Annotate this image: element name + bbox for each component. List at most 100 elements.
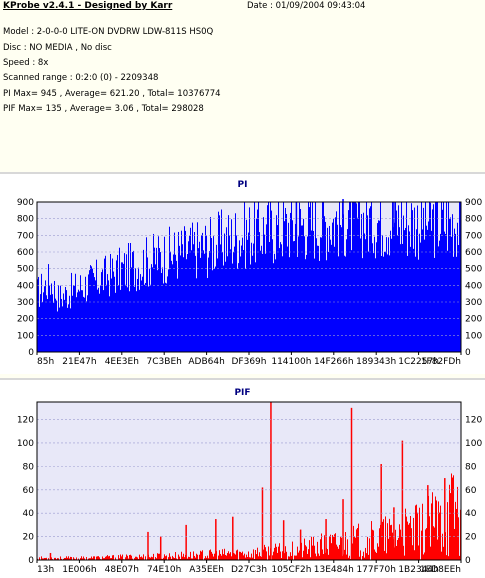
data-bar bbox=[456, 257, 457, 352]
data-bar bbox=[100, 285, 101, 352]
data-bar bbox=[190, 552, 191, 560]
data-bar bbox=[289, 257, 290, 352]
data-bar bbox=[217, 258, 218, 352]
data-bar bbox=[115, 293, 116, 352]
data-bar bbox=[399, 227, 400, 352]
data-bar bbox=[108, 556, 109, 560]
data-bar bbox=[274, 548, 275, 560]
data-bar bbox=[422, 504, 423, 560]
data-bar bbox=[407, 256, 408, 352]
data-bar bbox=[102, 269, 103, 352]
data-bar bbox=[239, 240, 240, 352]
data-bar bbox=[408, 225, 409, 352]
data-bar bbox=[68, 304, 69, 352]
spike-bar bbox=[427, 485, 429, 560]
data-bar bbox=[457, 223, 458, 352]
y-tick-label-left: 100 bbox=[17, 439, 34, 449]
data-bar bbox=[253, 549, 254, 560]
data-bar bbox=[323, 202, 324, 352]
data-bar bbox=[371, 202, 372, 352]
data-bar bbox=[438, 501, 439, 560]
data-bar bbox=[344, 550, 345, 560]
data-bar bbox=[324, 216, 325, 352]
data-bar bbox=[314, 259, 315, 352]
data-bar bbox=[332, 223, 333, 352]
data-bar bbox=[321, 533, 322, 560]
data-bar bbox=[311, 230, 312, 352]
data-bar bbox=[305, 259, 306, 352]
y-tick-label-right: 0 bbox=[465, 556, 471, 566]
data-bar bbox=[202, 233, 203, 352]
data-bar bbox=[258, 556, 259, 560]
data-bar bbox=[382, 522, 383, 560]
data-bar bbox=[112, 259, 113, 352]
data-bar bbox=[75, 274, 76, 352]
data-bar bbox=[440, 506, 441, 560]
data-bar bbox=[158, 554, 159, 560]
data-bar bbox=[384, 551, 385, 560]
data-bar bbox=[290, 213, 291, 352]
y-tick-label-left: 600 bbox=[17, 248, 34, 258]
data-bar bbox=[351, 250, 352, 352]
data-bar bbox=[112, 555, 113, 560]
data-bar bbox=[362, 556, 363, 560]
data-bar bbox=[424, 240, 425, 352]
data-bar bbox=[280, 552, 281, 560]
y-tick-label-left: 120 bbox=[17, 416, 34, 426]
data-bar bbox=[316, 556, 317, 560]
data-bar bbox=[229, 554, 230, 560]
data-bar bbox=[211, 238, 212, 352]
data-bar bbox=[230, 249, 231, 352]
data-bar bbox=[278, 547, 279, 560]
data-bar bbox=[374, 549, 375, 560]
data-bar bbox=[455, 502, 456, 560]
data-bar bbox=[223, 266, 224, 352]
data-bar bbox=[345, 257, 346, 352]
data-bar bbox=[387, 254, 388, 352]
data-bar bbox=[130, 555, 131, 560]
data-bar bbox=[225, 555, 226, 560]
data-bar bbox=[257, 548, 258, 560]
data-bar bbox=[71, 273, 72, 352]
data-bar bbox=[320, 237, 321, 352]
data-bar bbox=[411, 528, 412, 560]
data-bar bbox=[235, 213, 236, 352]
data-bar bbox=[257, 210, 258, 352]
data-bar bbox=[63, 293, 64, 352]
data-bar bbox=[420, 243, 421, 352]
data-bar bbox=[308, 202, 309, 352]
data-bar bbox=[204, 254, 205, 352]
data-bar bbox=[123, 264, 124, 352]
data-bar bbox=[191, 250, 192, 352]
data-bar bbox=[206, 236, 207, 352]
data-bar bbox=[197, 222, 198, 352]
data-bar bbox=[249, 207, 250, 352]
data-bar bbox=[335, 533, 336, 560]
data-bar bbox=[332, 535, 333, 560]
data-bar bbox=[243, 250, 244, 352]
data-bar bbox=[159, 554, 160, 560]
data-bar bbox=[367, 215, 368, 352]
data-bar bbox=[323, 554, 324, 560]
data-bar bbox=[440, 234, 441, 352]
data-bar bbox=[290, 552, 291, 560]
data-bar bbox=[432, 209, 433, 352]
data-bar bbox=[314, 546, 315, 560]
data-bar bbox=[320, 539, 321, 560]
y-tick-label-left: 500 bbox=[17, 265, 34, 275]
data-bar bbox=[251, 554, 252, 560]
data-bar bbox=[398, 205, 399, 352]
data-bar bbox=[279, 248, 280, 352]
data-bar bbox=[443, 202, 444, 352]
data-bar bbox=[291, 556, 292, 560]
data-bar bbox=[282, 256, 283, 352]
data-bar bbox=[307, 236, 308, 352]
data-bar bbox=[378, 547, 379, 560]
data-bar bbox=[414, 208, 415, 352]
spike-bar bbox=[147, 532, 149, 560]
data-bar bbox=[418, 260, 419, 352]
data-bar bbox=[236, 550, 237, 560]
data-bar bbox=[429, 202, 430, 352]
data-bar bbox=[375, 258, 376, 352]
y-tick-label-right: 60 bbox=[465, 486, 477, 496]
